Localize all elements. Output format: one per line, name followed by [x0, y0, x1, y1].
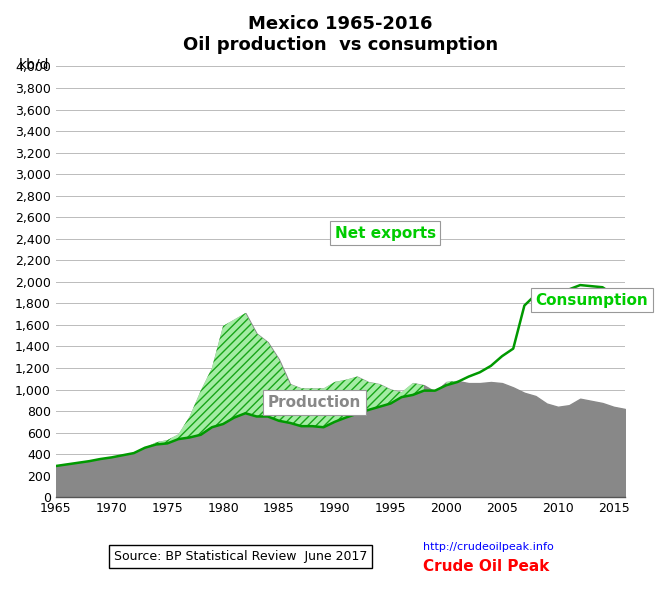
Text: Crude Oil Peak: Crude Oil Peak	[423, 559, 549, 574]
Title: Mexico 1965-2016
Oil production  vs consumption: Mexico 1965-2016 Oil production vs consu…	[183, 15, 498, 54]
Text: kb/d: kb/d	[19, 58, 49, 72]
Text: Production: Production	[268, 395, 361, 410]
Text: Consumption: Consumption	[535, 293, 648, 307]
Text: Net exports: Net exports	[335, 226, 436, 241]
Text: Source: BP Statistical Review  June 2017: Source: BP Statistical Review June 2017	[114, 550, 368, 563]
Text: http://crudeoilpeak.info: http://crudeoilpeak.info	[423, 542, 554, 551]
